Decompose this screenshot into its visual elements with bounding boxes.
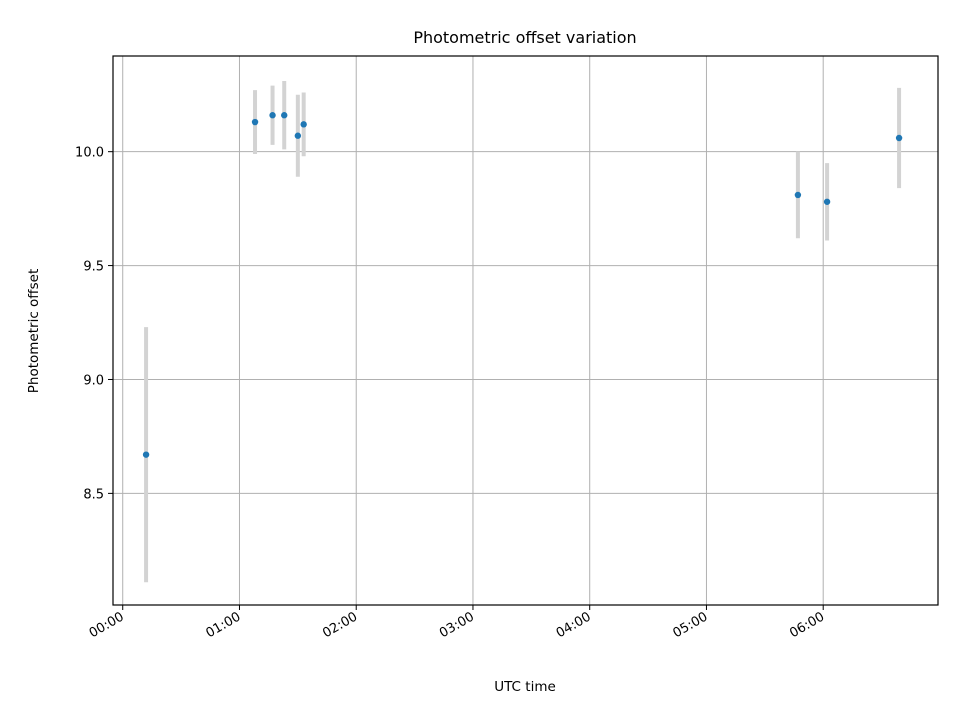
data-point bbox=[294, 132, 302, 139]
x-tick-label: 03:00 bbox=[437, 609, 477, 641]
data-point bbox=[895, 134, 903, 142]
chart-title: Photometric offset variation bbox=[413, 28, 636, 47]
x-tick-label: 06:00 bbox=[787, 609, 827, 641]
data-points bbox=[142, 112, 903, 458]
data-point bbox=[281, 112, 288, 119]
x-tick-label: 04:00 bbox=[554, 609, 594, 641]
data-point bbox=[823, 198, 831, 205]
y-tick-label: 9.0 bbox=[83, 373, 104, 388]
x-tick-label: 01:00 bbox=[204, 609, 244, 641]
x-tick-label: 00:00 bbox=[87, 609, 127, 641]
x-axis-label: UTC time bbox=[494, 679, 556, 695]
x-tick-label: 05:00 bbox=[671, 609, 711, 641]
data-point bbox=[251, 118, 259, 126]
y-tick-label: 10.0 bbox=[75, 146, 104, 161]
data-point bbox=[269, 112, 276, 119]
error-bars bbox=[144, 81, 902, 583]
y-axis-ticks: 8.5 9.0 9.5 10.0 bbox=[75, 146, 113, 502]
x-tick-label: 02:00 bbox=[320, 609, 360, 641]
y-tick-label: 9.5 bbox=[83, 260, 104, 275]
y-axis-label: Photometric offset bbox=[26, 269, 42, 393]
data-point bbox=[794, 191, 802, 199]
y-tick-label: 8.5 bbox=[83, 487, 104, 502]
data-point bbox=[300, 121, 307, 128]
data-point bbox=[142, 451, 150, 458]
plot-frame bbox=[112, 55, 939, 606]
x-axis-ticks: 00:00 01:00 02:00 03:00 04:00 05:00 06:00 bbox=[87, 605, 827, 641]
grid bbox=[113, 56, 938, 605]
